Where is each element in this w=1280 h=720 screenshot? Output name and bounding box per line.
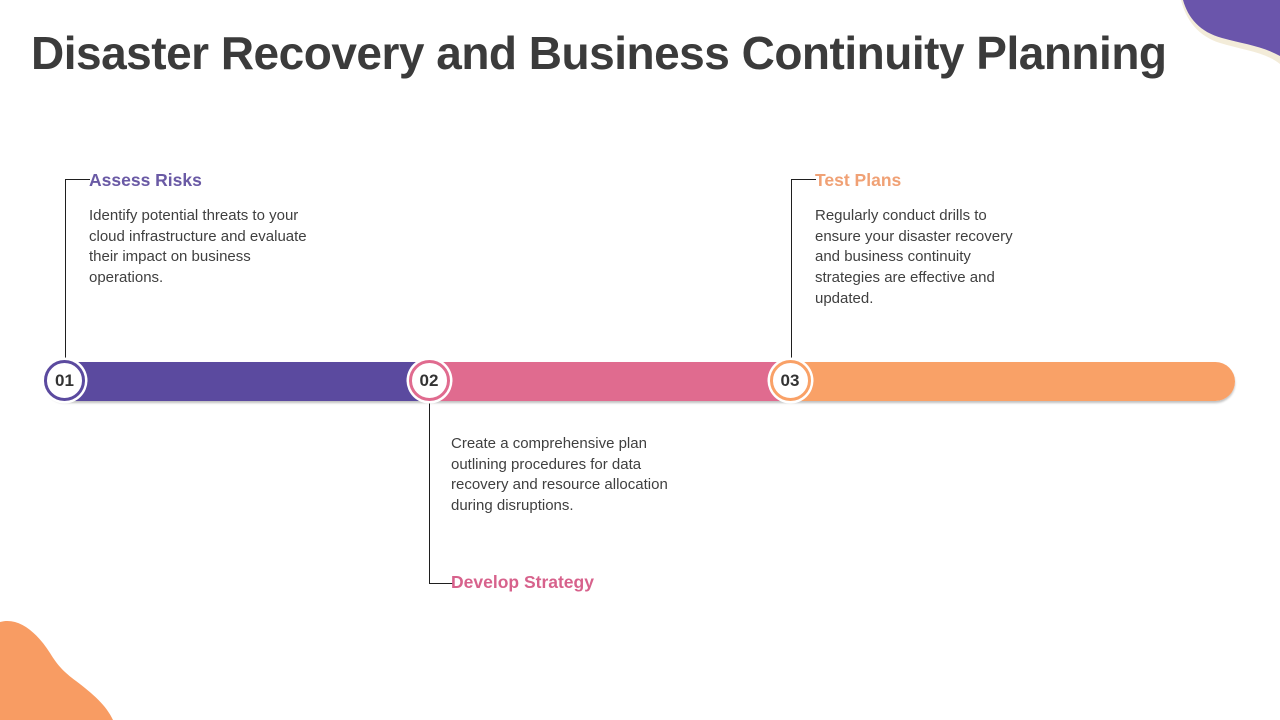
top-right-blob-decoration xyxy=(1181,0,1280,64)
step-2-description: Create a comprehensive plan outlining pr… xyxy=(451,435,668,515)
bottom-left-blob xyxy=(0,620,113,720)
step-3-description: Regularly conduct drills to ensure your … xyxy=(815,207,1013,307)
step-1-description: Identify potential threats to your cloud… xyxy=(89,207,307,287)
timeline-bar xyxy=(45,362,1235,401)
timeline-segment-3 xyxy=(790,362,1235,401)
step-3-heading: Test Plans xyxy=(815,170,902,190)
timeline-segment-2 xyxy=(429,362,791,401)
step-3-connector-line xyxy=(790,179,816,361)
step-2-connector-line xyxy=(428,402,453,584)
top-right-blob xyxy=(1183,0,1280,56)
step-1-number: 01 xyxy=(55,370,74,390)
step-3-marker: 03 xyxy=(769,360,811,401)
step-2-marker: 02 xyxy=(408,360,450,401)
step-1-connector-line xyxy=(64,179,90,363)
step-3-number: 03 xyxy=(780,370,800,390)
bottom-left-blob-decoration xyxy=(0,620,113,720)
step-2-number: 02 xyxy=(419,370,439,390)
step-1-marker: 01 xyxy=(44,360,85,401)
timeline-segment-1 xyxy=(45,362,430,401)
page-title: Disaster Recovery and Business Continuit… xyxy=(31,27,1167,79)
step-1-heading: Assess Risks xyxy=(89,170,202,190)
step-2-heading: Develop Strategy xyxy=(451,572,594,592)
